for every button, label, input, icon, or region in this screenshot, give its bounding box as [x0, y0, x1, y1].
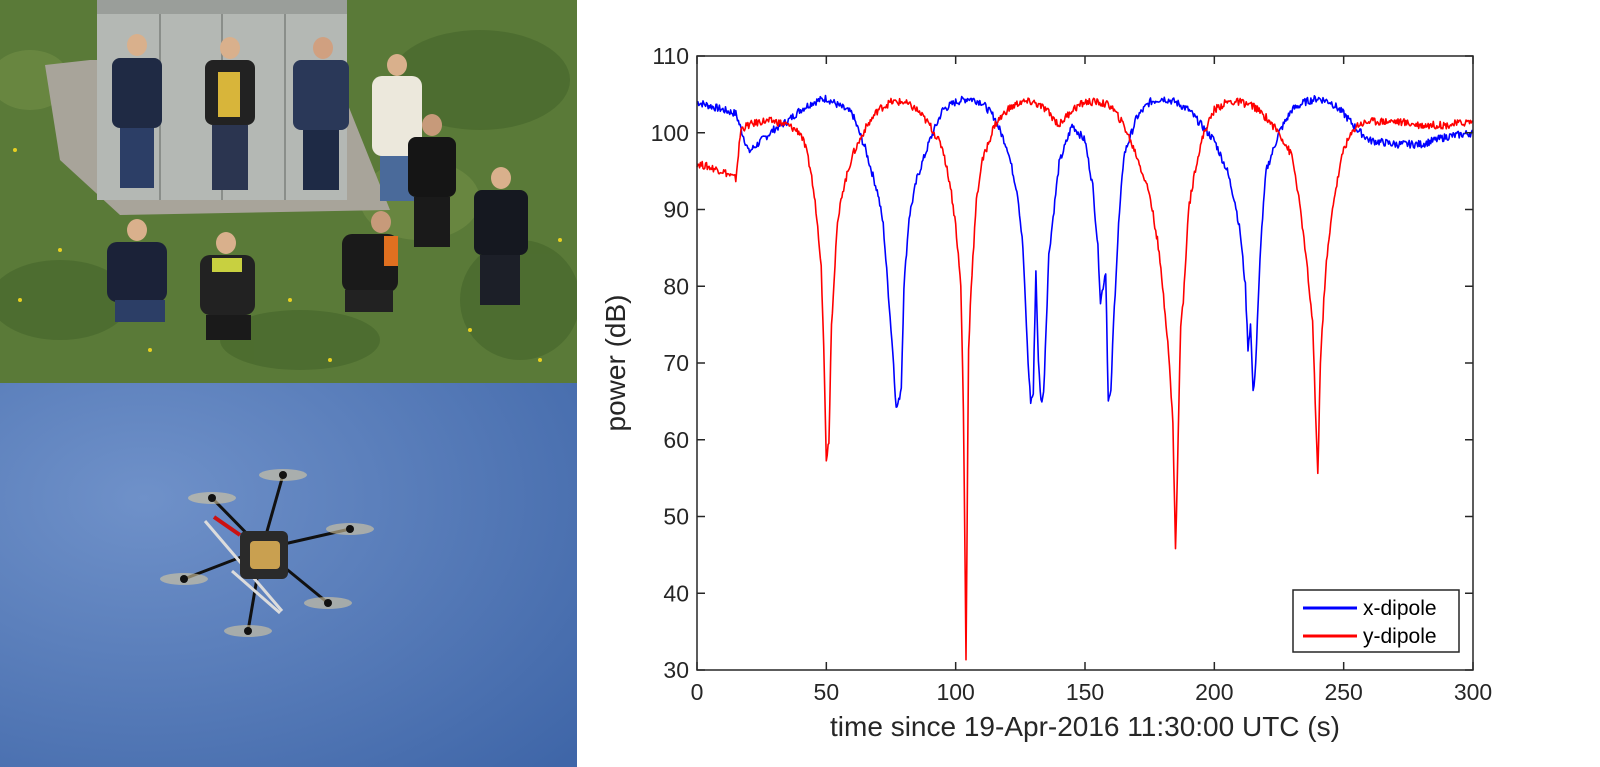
- drone-photo: [0, 383, 577, 767]
- y-tick-label: 40: [663, 580, 689, 606]
- x-tick-label: 150: [1066, 679, 1104, 705]
- group-aerial-photo: [0, 0, 577, 383]
- y-tick-label: 80: [663, 273, 689, 299]
- x-tick-label: 50: [814, 679, 840, 705]
- x-tick-label: 0: [691, 679, 704, 705]
- tick-layer: 0 50 100 150 200 250 300 30 40 50 60 70 80 90 100 110: [651, 43, 1493, 705]
- y-tick-label: 100: [651, 120, 689, 146]
- y-axis-label: power (dB): [600, 295, 631, 432]
- series-line-x-dipole: [696, 94, 1474, 409]
- legend-box: [1292, 589, 1460, 653]
- legend-label-x-dipole: x-dipole: [1363, 597, 1437, 620]
- legend-label-y-dipole: y-dipole: [1363, 625, 1437, 648]
- series-layer: [696, 94, 1474, 661]
- x-tick-label: 200: [1195, 679, 1233, 705]
- y-tick-label: 50: [663, 504, 689, 530]
- legend: x-dipole y-dipole: [1292, 589, 1460, 653]
- x-tick-label: 300: [1454, 679, 1492, 705]
- y-tick-label: 70: [663, 350, 689, 376]
- y-tick-label: 60: [663, 427, 689, 453]
- x-tick-label: 250: [1324, 679, 1362, 705]
- y-tick-label: 30: [663, 657, 689, 683]
- plot-area: [697, 56, 1473, 670]
- series-line-y-dipole: [696, 97, 1473, 661]
- power-chart: 0 50 100 150 200 250 300 30 40 50 60 70 80 90 100 110 t…: [600, 43, 1493, 742]
- x-axis-label: time since 19-Apr-2016 11:30:00 UTC (s): [830, 711, 1340, 742]
- x-tick-label: 100: [936, 679, 974, 705]
- y-tick-label: 90: [663, 197, 689, 223]
- y-tick-label: 110: [652, 43, 689, 69]
